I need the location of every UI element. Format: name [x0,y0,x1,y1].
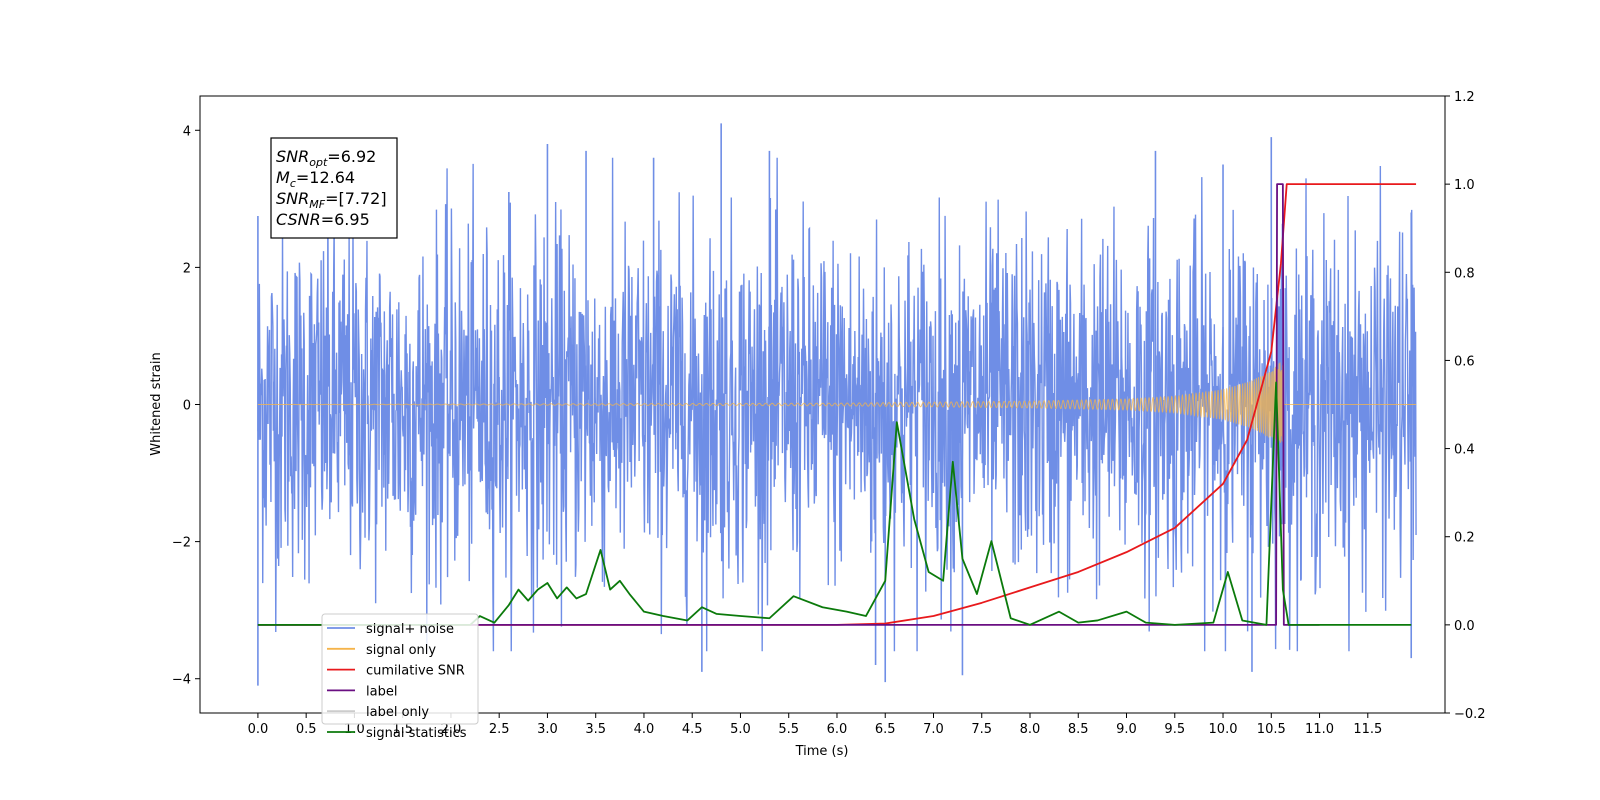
y-axis-left-label: Whitened strain [149,352,164,455]
x-tick-label: 11.0 [1305,722,1334,737]
x-tick-label: 5.5 [778,722,799,737]
x-tick-label: 5.0 [730,722,751,737]
y-right-tick-label: −0.2 [1454,707,1486,722]
annotation-frame [270,137,398,239]
x-tick-label: 0.0 [248,722,269,737]
y-right-tick-label: 1.2 [1454,90,1475,105]
x-tick-label: 3.5 [585,722,606,737]
x-axis: 0.0 0.5 1.0 1.5 2.0 2.5 3.0 3.5 4.0 4.5 5.0 5.5 6.0 6… [248,713,1382,737]
y-left-tick-label: −4 [172,673,191,688]
y-right-tick-label: 0.4 [1454,443,1475,458]
annotation-value: =[7.72] [325,189,387,208]
x-tick-label: 6.0 [827,722,848,737]
y-right-tick-label: 0.6 [1454,354,1475,369]
annotation-line: SNRopt=6.92 [276,147,376,169]
legend-label: signal only [366,643,436,658]
x-tick-label: 0.5 [296,722,317,737]
x-axis-label: Time (s) [795,744,849,759]
y-left-tick-label: 4 [183,124,191,139]
annotation-symbol: M [276,168,290,187]
x-tick-label: 10.0 [1209,722,1238,737]
x-tick-label: 7.0 [923,722,944,737]
legend-label: signal+ noise [366,622,454,637]
y-left-tick-label: −2 [172,536,191,551]
plot-area-series [257,123,1417,686]
legend-frame [321,613,479,725]
y-right-tick-label: 0.0 [1454,619,1475,634]
y-right-tick-label: 0.2 [1454,531,1475,546]
y-left-tick-label: 0 [183,399,191,414]
x-tick-label: 4.5 [682,722,703,737]
legend-label: cumilative SNR [366,664,465,679]
annotation-line: SNRMF=[7.72] [276,189,387,211]
y-right-tick-label: 1.0 [1454,178,1475,193]
x-tick-label: 2.0 [441,722,462,737]
x-tick-label: 4.0 [634,722,655,737]
y-left-tick-label: 2 [183,261,191,276]
y-right-tick-label: 0.8 [1454,266,1475,281]
annotation-value: =6.95 [321,210,370,229]
annotation-value: =12.64 [296,168,355,187]
legend: signal+ noise signal only cumilative SNR la… [321,613,479,741]
legend-label: label only [366,705,429,720]
series-line-signal-only [257,362,1417,443]
x-tick-label: 6.5 [875,722,896,737]
annotation-symbol: SNR [276,147,309,166]
annotation-symbol: SNR [276,189,309,208]
x-tick-label: 9.0 [1116,722,1137,737]
legend-label: signal statistics [366,726,467,741]
x-tick-label: 7.5 [971,722,992,737]
y-axis-left: −4 −2 0 2 4 [172,124,200,688]
x-tick-label: 11.5 [1353,722,1382,737]
annotation-line: Mc=12.64 [276,168,355,190]
annotation-symbol: CSNR [276,210,321,229]
x-tick-label: 2.5 [489,722,510,737]
annotation-value: =6.92 [327,147,376,166]
annotation-subscript: c [290,177,296,190]
x-tick-label: 3.0 [537,722,558,737]
x-tick-label: 1.5 [392,722,413,737]
x-tick-label: 9.5 [1164,722,1185,737]
x-tick-label: 1.0 [344,722,365,737]
series-line-signal-statistics [257,381,1412,626]
y-axis-right: −0.2 0.0 0.2 0.4 0.6 0.8 1.0 1.2 [1445,90,1486,722]
annotation-subscript: MF [309,198,325,211]
annotation-line: CSNR=6.95 [276,210,370,229]
annotation-subscript: opt [309,156,328,169]
legend-label: label [366,684,397,699]
x-tick-label: 8.5 [1068,722,1089,737]
x-tick-label: 10.5 [1257,722,1286,737]
x-tick-label: 8.0 [1020,722,1041,737]
